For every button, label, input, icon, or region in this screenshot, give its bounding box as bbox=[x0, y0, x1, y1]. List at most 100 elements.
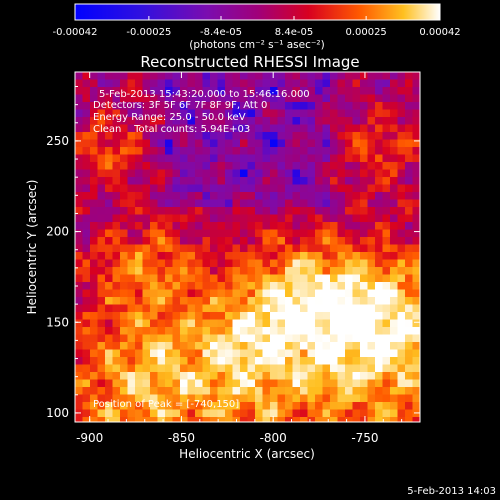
heatmap-cell bbox=[165, 364, 173, 373]
heatmap-cell bbox=[127, 402, 136, 410]
heatmap-cell bbox=[90, 312, 98, 320]
heatmap-cell bbox=[397, 229, 406, 238]
heatmap-cell bbox=[135, 169, 143, 178]
heatmap-cell bbox=[97, 327, 106, 335]
heatmap-cell bbox=[195, 297, 203, 305]
heatmap-cell bbox=[337, 334, 346, 343]
heatmap-cell bbox=[405, 177, 413, 185]
heatmap-cell bbox=[127, 207, 136, 215]
heatmap-cell bbox=[217, 409, 226, 418]
heatmap-cell bbox=[180, 267, 188, 275]
heatmap-cell bbox=[255, 289, 263, 298]
heatmap-cell bbox=[277, 282, 286, 290]
heatmap-cell bbox=[285, 252, 293, 260]
heatmap-cell bbox=[105, 222, 113, 230]
heatmap-cell bbox=[105, 117, 113, 125]
heatmap-cell bbox=[195, 327, 203, 335]
heatmap-cell bbox=[382, 282, 391, 290]
heatmap-cell bbox=[345, 402, 353, 410]
heatmap-cell bbox=[330, 124, 338, 133]
heatmap-cell bbox=[390, 334, 398, 343]
heatmap-cell bbox=[367, 162, 376, 170]
heatmap-cell bbox=[412, 147, 420, 155]
heatmap-cell bbox=[112, 109, 121, 118]
heatmap-cell bbox=[187, 154, 196, 163]
heatmap-cell bbox=[127, 192, 136, 200]
heatmap-cell bbox=[285, 72, 293, 80]
heatmap-cell bbox=[352, 117, 361, 125]
heatmap-cell bbox=[97, 304, 106, 313]
heatmap-cell bbox=[397, 237, 406, 245]
heatmap-cell bbox=[277, 169, 286, 178]
heatmap-cell bbox=[97, 267, 106, 275]
heatmap-cell bbox=[180, 394, 188, 403]
heatmap-cell bbox=[255, 334, 263, 343]
heatmap-cell bbox=[217, 394, 226, 403]
heatmap-cell bbox=[112, 177, 121, 185]
heatmap-cell bbox=[337, 177, 346, 185]
heatmap-cell bbox=[307, 342, 316, 350]
heatmap-cell bbox=[262, 124, 271, 133]
heatmap-cell bbox=[405, 319, 413, 328]
heatmap-cell bbox=[112, 72, 121, 80]
heatmap-cell bbox=[307, 304, 316, 313]
heatmap-cell bbox=[412, 117, 420, 125]
heatmap-cell bbox=[172, 177, 181, 185]
heatmap-cell bbox=[142, 169, 151, 178]
heatmap-cell bbox=[285, 214, 293, 223]
heatmap-cell bbox=[367, 417, 376, 422]
heatmap-cell bbox=[315, 132, 323, 140]
heatmap-cell bbox=[187, 259, 196, 268]
heatmap-cell bbox=[412, 297, 420, 305]
heatmap-cell bbox=[412, 199, 420, 208]
heatmap-cell bbox=[187, 319, 196, 328]
heatmap-cell bbox=[120, 214, 128, 223]
heatmap-cell bbox=[82, 274, 91, 283]
heatmap-cell bbox=[315, 102, 323, 110]
heatmap-cell bbox=[255, 274, 263, 283]
heatmap-cell bbox=[300, 237, 308, 245]
heatmap-cell bbox=[75, 147, 83, 155]
heatmap-cell bbox=[397, 342, 406, 350]
heatmap-cell bbox=[187, 342, 196, 350]
heatmap-cell bbox=[255, 364, 263, 373]
heatmap-cell bbox=[330, 87, 338, 95]
heatmap-cell bbox=[270, 109, 278, 118]
heatmap-cell bbox=[382, 94, 391, 103]
heatmap-cell bbox=[195, 274, 203, 283]
heatmap-cell bbox=[127, 312, 136, 320]
heatmap-cell bbox=[397, 207, 406, 215]
heatmap-cell bbox=[390, 94, 398, 103]
heatmap-cell bbox=[292, 147, 301, 155]
heatmap-cell bbox=[322, 154, 331, 163]
heatmap-cell bbox=[352, 312, 361, 320]
heatmap-cell bbox=[345, 229, 353, 238]
heatmap-cell bbox=[217, 169, 226, 178]
heatmap-cell bbox=[232, 342, 241, 350]
heatmap-cell bbox=[225, 94, 233, 103]
heatmap-cell bbox=[90, 267, 98, 275]
heatmap-cell bbox=[405, 289, 413, 298]
peak-position-label: Position of Peak = [-740,150] bbox=[93, 399, 239, 410]
heatmap-cell bbox=[142, 207, 151, 215]
heatmap-cell bbox=[405, 282, 413, 290]
heatmap-cell bbox=[142, 184, 151, 193]
heatmap-cell bbox=[165, 139, 173, 148]
heatmap-cell bbox=[262, 162, 271, 170]
heatmap-cell bbox=[217, 237, 226, 245]
heatmap-cell bbox=[90, 357, 98, 365]
heatmap-cell bbox=[322, 192, 331, 200]
heatmap-cell bbox=[90, 94, 98, 103]
heatmap-cell bbox=[247, 162, 256, 170]
heatmap-cell bbox=[390, 244, 398, 253]
heatmap-cell bbox=[135, 342, 143, 350]
heatmap-cell bbox=[262, 229, 271, 238]
heatmap-cell bbox=[180, 349, 188, 358]
heatmap-cell bbox=[397, 102, 406, 110]
heatmap-cell bbox=[112, 379, 121, 388]
heatmap-cell bbox=[120, 79, 128, 88]
heatmap-cell bbox=[307, 207, 316, 215]
heatmap-cell bbox=[120, 252, 128, 260]
heatmap-cell bbox=[322, 409, 331, 418]
heatmap-cell bbox=[202, 357, 211, 365]
